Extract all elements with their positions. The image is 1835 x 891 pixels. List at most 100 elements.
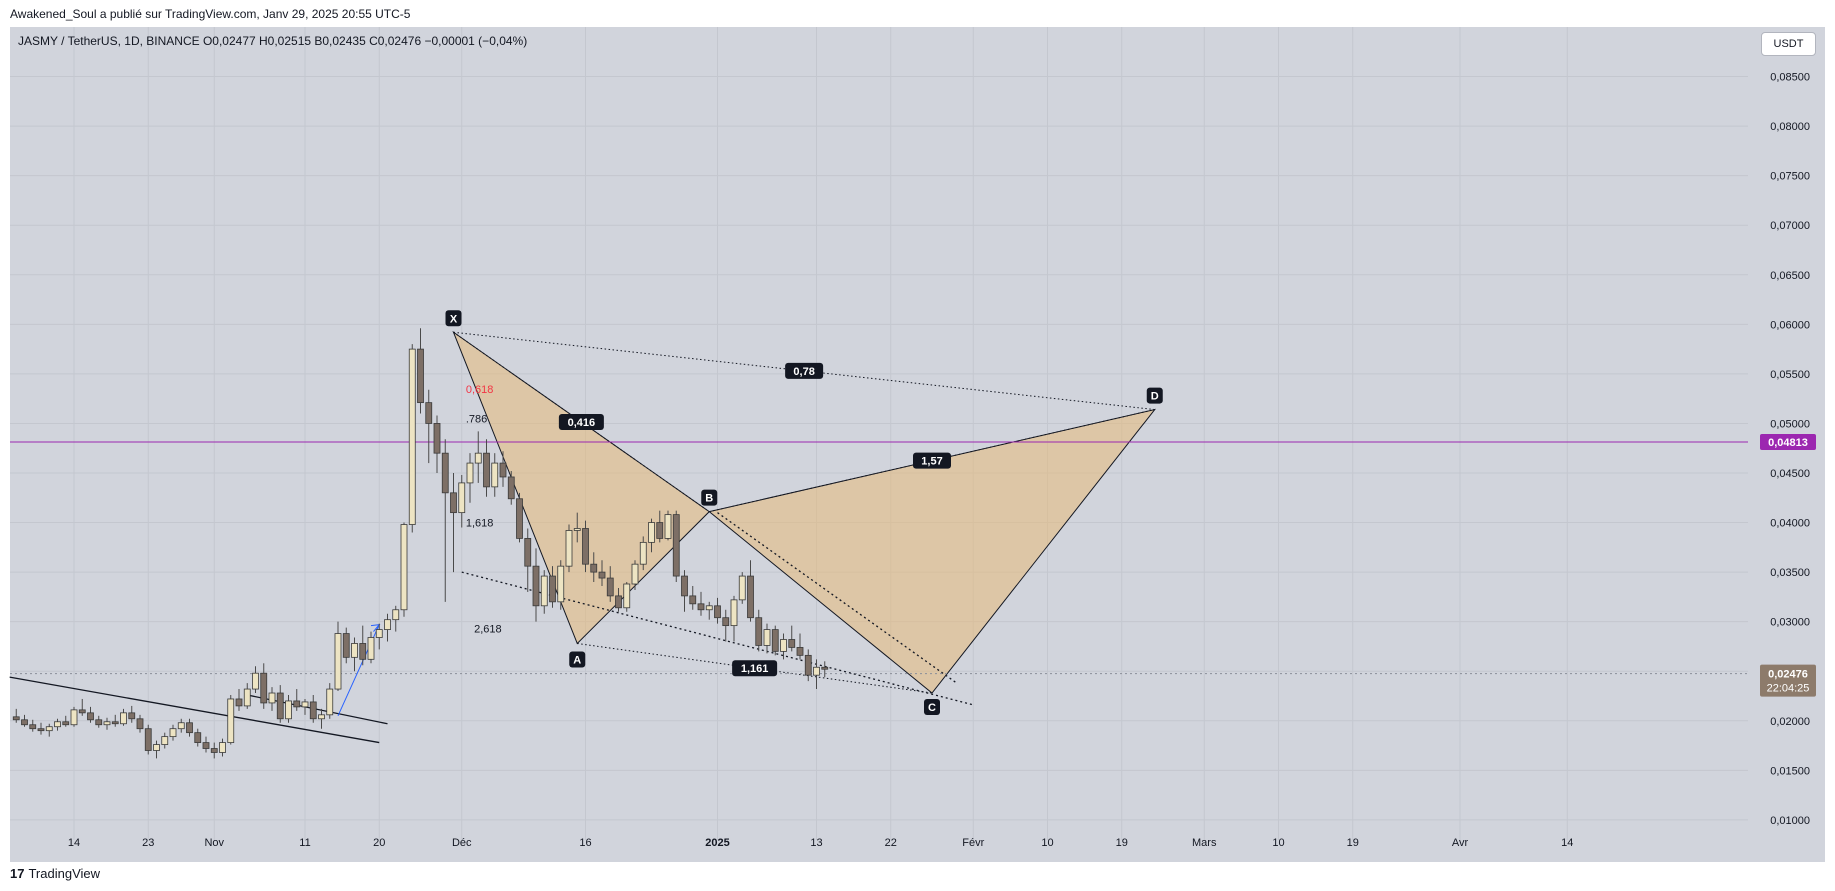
pattern-point-label: B xyxy=(705,493,713,505)
candle-body xyxy=(573,528,581,531)
candle-body xyxy=(483,452,490,488)
time-axis-label: Avr xyxy=(1452,837,1469,849)
candle-body xyxy=(37,728,45,732)
candle-body xyxy=(276,692,284,720)
candle-body xyxy=(111,721,119,725)
candle-body xyxy=(78,709,86,714)
candle-body xyxy=(87,712,94,721)
candle-body xyxy=(103,721,111,726)
pattern-point-label: X xyxy=(450,313,458,325)
candle-body xyxy=(210,748,218,753)
pattern-point-badge xyxy=(1146,387,1163,404)
candle-body xyxy=(623,583,631,609)
candle-body xyxy=(21,719,28,726)
candle-body xyxy=(268,692,276,704)
price-axis-label: 0,01000 xyxy=(1770,815,1810,827)
candle-body xyxy=(466,462,474,484)
candle-body xyxy=(400,524,408,611)
pattern-point-label: D xyxy=(1151,391,1159,403)
candle-body xyxy=(474,452,482,464)
price-axis-label: 0,06000 xyxy=(1770,319,1810,331)
price-axis-label: 0,01500 xyxy=(1770,765,1810,777)
horizontal-level-label: 0,04813 xyxy=(1768,437,1808,449)
tradingview-logo[interactable]: 17 TradingView xyxy=(10,866,100,881)
candle-body xyxy=(144,728,152,751)
candle-body xyxy=(606,577,614,597)
candle-body xyxy=(384,619,391,630)
pattern-triangle-xab xyxy=(452,330,711,645)
candle-body xyxy=(681,575,688,597)
ratio-badge xyxy=(785,362,824,379)
price-axis-label: 0,07000 xyxy=(1770,220,1810,232)
pattern-point-badge xyxy=(924,699,940,716)
time-axis-label: 20 xyxy=(373,837,385,849)
candle-body xyxy=(29,724,37,730)
candle-body xyxy=(491,462,499,488)
candle-body xyxy=(697,603,705,611)
price-axis-label: 0,03500 xyxy=(1770,567,1810,579)
candle-body xyxy=(582,528,589,565)
candle-body xyxy=(301,701,309,708)
candle-body xyxy=(648,522,655,543)
candle-body xyxy=(70,709,78,726)
time-axis-label: Déc xyxy=(452,837,472,849)
candle-body xyxy=(747,575,754,619)
time-axis-label: 11 xyxy=(299,837,310,849)
candle-body xyxy=(705,605,713,611)
time-axis-label: 10 xyxy=(1041,837,1053,849)
candle-body xyxy=(318,714,325,720)
candle-body xyxy=(730,599,738,627)
symbol-ohlc-legend[interactable]: JASMY / TetherUS, 1D, BINANCE O0,02477 H… xyxy=(18,34,528,48)
candle-body xyxy=(804,654,812,676)
fib-level-label: 2,618 xyxy=(474,624,502,636)
candle-body xyxy=(540,575,548,607)
candle-body xyxy=(169,728,177,738)
tradingview-logo-icon: 17 xyxy=(10,866,25,881)
candle-body xyxy=(433,423,441,454)
price-axis-label: 0,08000 xyxy=(1770,121,1810,133)
ratio-label: 0,78 xyxy=(793,366,814,378)
candle-body xyxy=(516,498,523,539)
candle-body xyxy=(260,672,268,704)
price-axis-label: 0,06500 xyxy=(1770,270,1810,282)
time-axis-label: 22 xyxy=(885,837,897,849)
candle-body xyxy=(788,639,796,648)
trendline-long xyxy=(9,676,380,744)
time-axis-label: 13 xyxy=(810,837,822,849)
price-axis-label: 0,02000 xyxy=(1770,716,1810,728)
candle-body xyxy=(54,721,61,728)
candle-body xyxy=(334,633,342,690)
currency-button[interactable]: USDT xyxy=(1761,32,1816,56)
candle-body xyxy=(45,726,53,732)
candle-body xyxy=(309,701,317,720)
chart-area[interactable] xyxy=(10,27,1825,862)
time-axis-label: Nov xyxy=(204,837,224,849)
current-price-label: 0,02476 xyxy=(1768,669,1808,681)
candle-body xyxy=(12,716,20,721)
pattern-point-badge xyxy=(701,489,718,506)
candle-body xyxy=(664,514,672,539)
candle-body xyxy=(524,538,532,567)
candle-body xyxy=(565,530,573,567)
trendline-dotted-upper xyxy=(717,512,958,684)
candle-body xyxy=(235,698,243,707)
pattern-point-badge xyxy=(569,651,586,668)
candle-body xyxy=(441,452,449,494)
candle-body xyxy=(738,575,746,601)
candle-body xyxy=(243,688,251,707)
horizontal-level-badge xyxy=(1760,433,1816,450)
ratio-badge xyxy=(913,452,951,469)
trendline-dotted-lower xyxy=(461,571,974,706)
time-axis-label: 10 xyxy=(1272,837,1284,849)
candle-body xyxy=(450,492,457,514)
price-axis-label: 0,03000 xyxy=(1770,617,1810,629)
candle-body xyxy=(367,637,375,660)
candle-body xyxy=(359,643,367,660)
fib-level-label: 1,618 xyxy=(466,518,494,530)
candle-body xyxy=(532,565,540,607)
price-axis-label: 0,08500 xyxy=(1770,72,1810,84)
candle-body xyxy=(128,712,136,720)
candle-body xyxy=(821,666,829,670)
candle-body xyxy=(549,575,556,603)
